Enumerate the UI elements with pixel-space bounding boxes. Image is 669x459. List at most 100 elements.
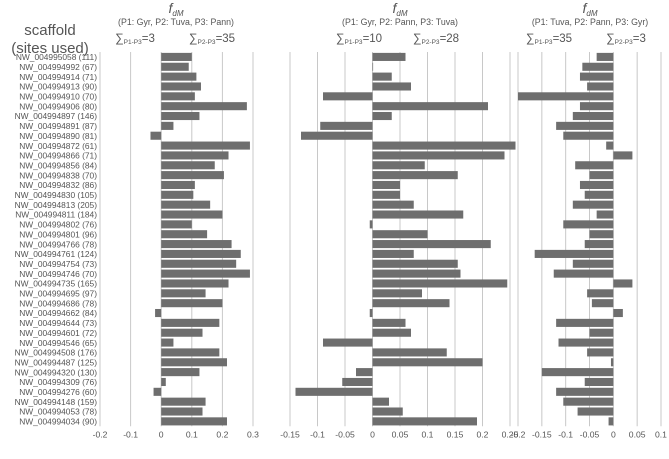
bar	[372, 102, 488, 111]
bar	[579, 180, 614, 190]
panel-subtitle: (P1: Gyr, P2: Tuva, P3: Pann)	[118, 17, 234, 27]
bar	[372, 72, 392, 81]
scaffold-label: NW_004994813 (205)	[15, 200, 98, 210]
bar	[606, 141, 614, 150]
bar	[372, 269, 461, 278]
scaffold-label: NW_004994914 (71)	[19, 72, 97, 82]
panel-title: fdM	[168, 0, 183, 18]
scaffold-label: NW_004994992 (67)	[19, 62, 97, 72]
scaffold-label: NW_004994872 (61)	[19, 141, 97, 151]
bar	[372, 151, 505, 160]
bar	[587, 289, 614, 298]
x-tick-label: -0.05	[335, 429, 355, 439]
scaffold-label: NW_004994856 (84)	[19, 160, 97, 170]
bar	[161, 249, 241, 258]
bar	[372, 407, 403, 416]
bar	[161, 299, 223, 308]
bar	[372, 180, 400, 190]
bar	[372, 190, 400, 199]
scaffold-label: NW_004995058 (111)	[16, 52, 97, 62]
bar	[161, 407, 203, 416]
bar	[161, 368, 200, 377]
x-tick-label: -0.15	[280, 429, 300, 439]
bar	[161, 171, 224, 180]
bar	[556, 318, 614, 327]
bar	[584, 240, 614, 249]
scaffold-label: NW_004994735 (165)	[15, 279, 98, 289]
bar	[161, 269, 250, 278]
sum-p2-p3: ∑P2-P3=28	[413, 31, 459, 46]
bar	[556, 121, 614, 130]
bar	[572, 111, 614, 121]
bar	[323, 338, 373, 347]
bar	[161, 220, 192, 229]
bar	[534, 249, 614, 258]
bar	[563, 131, 614, 140]
x-tick-label: -0.1	[123, 429, 138, 439]
bar	[589, 328, 614, 337]
scaffold-label: NW_004994913 (90)	[19, 82, 97, 92]
bar	[161, 151, 229, 160]
scaffold-label: NW_004994801 (96)	[19, 229, 97, 239]
bar	[161, 397, 206, 406]
bar	[372, 161, 425, 170]
bar	[161, 92, 195, 101]
scaffold-label: NW_004994906 (80)	[19, 101, 97, 111]
bar	[558, 338, 614, 347]
y-axis-title-line1: scaffold	[24, 22, 75, 39]
panel-2: -0.15 -0.1 -0.05 0 0.05 0.1 0.15 0.2 0.25 fdM(P1:…	[280, 0, 518, 439]
bar	[161, 358, 227, 367]
bar	[372, 259, 458, 268]
scaffold-label: NW_004994754 (73)	[19, 259, 97, 269]
bar	[161, 141, 250, 150]
bar	[610, 358, 614, 367]
scaffold-label: NW_004994546 (65)	[19, 338, 97, 348]
bar	[591, 299, 614, 308]
bar	[161, 200, 211, 209]
x-tick-label: 0.1	[422, 429, 434, 439]
x-tick-label: 0.2	[477, 429, 489, 439]
sum-p2-p3: ∑P2-P3=35	[189, 31, 235, 46]
bar	[608, 417, 614, 426]
scaffold-label: NW_004994053 (78)	[19, 407, 97, 417]
scaffold-label: NW_004994910 (70)	[19, 92, 97, 102]
bar	[579, 72, 614, 81]
bar	[372, 318, 406, 327]
panel-title: fdM	[392, 0, 407, 18]
bar	[613, 308, 623, 318]
bar	[589, 230, 614, 239]
scaffold-label: NW_004994897 (146)	[15, 111, 98, 121]
bar	[161, 289, 206, 298]
sum-p1-p3: ∑P1-P3=35	[526, 31, 572, 46]
scaffold-label: NW_004994746 (70)	[19, 269, 97, 279]
sum-p1-p3: ∑P1-P3=10	[336, 31, 382, 46]
bar	[372, 230, 428, 239]
bar	[587, 82, 614, 91]
bar	[372, 111, 392, 121]
bar	[161, 279, 229, 288]
bar	[518, 92, 614, 101]
bar	[161, 52, 192, 61]
bar	[320, 121, 373, 130]
bar	[161, 230, 208, 239]
bar	[323, 92, 373, 101]
bar	[556, 387, 614, 396]
bar	[161, 111, 200, 121]
bar	[563, 397, 614, 406]
y-axis-title-line2: (sites used)	[11, 40, 89, 57]
bar	[161, 348, 220, 357]
scaffold-label: NW_004994761 (124)	[15, 249, 98, 259]
bar	[161, 338, 174, 347]
scaffold-label: NW_004994276 (60)	[19, 387, 97, 397]
bar	[372, 417, 477, 426]
bar	[161, 62, 189, 71]
bar	[161, 377, 166, 387]
x-tick-label: 0.25	[502, 429, 519, 439]
bar	[589, 171, 614, 180]
x-tick-label: 0.15	[447, 429, 464, 439]
x-tick-label: 0.05	[392, 429, 409, 439]
x-tick-label: 0	[159, 429, 164, 439]
bar	[584, 377, 614, 387]
